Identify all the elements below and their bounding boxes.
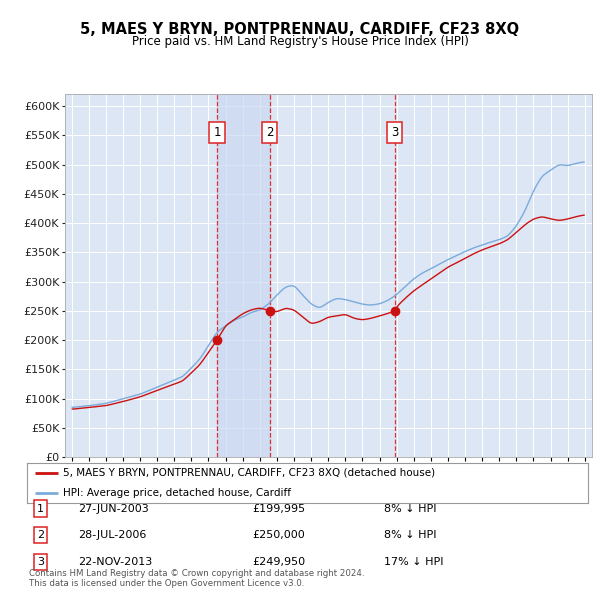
Text: 17% ↓ HPI: 17% ↓ HPI: [384, 557, 443, 566]
Text: 2: 2: [37, 530, 44, 540]
Text: 5, MAES Y BRYN, PONTPRENNAU, CARDIFF, CF23 8XQ: 5, MAES Y BRYN, PONTPRENNAU, CARDIFF, CF…: [80, 22, 520, 37]
Bar: [217, 94, 270, 457]
Text: £199,995: £199,995: [252, 504, 305, 513]
Text: Contains HM Land Registry data © Crown copyright and database right 2024.
This d: Contains HM Land Registry data © Crown c…: [29, 569, 364, 588]
Text: 3: 3: [391, 126, 398, 139]
Text: 22-NOV-2013: 22-NOV-2013: [78, 557, 152, 566]
Text: Price paid vs. HM Land Registry's House Price Index (HPI): Price paid vs. HM Land Registry's House …: [131, 35, 469, 48]
Text: 1: 1: [213, 126, 221, 139]
Text: 2: 2: [266, 126, 274, 139]
Text: HPI: Average price, detached house, Cardiff: HPI: Average price, detached house, Card…: [64, 488, 292, 497]
Text: 28-JUL-2006: 28-JUL-2006: [78, 530, 146, 540]
Text: 8% ↓ HPI: 8% ↓ HPI: [384, 530, 437, 540]
Text: 27-JUN-2003: 27-JUN-2003: [78, 504, 149, 513]
Text: 5, MAES Y BRYN, PONTPRENNAU, CARDIFF, CF23 8XQ (detached house): 5, MAES Y BRYN, PONTPRENNAU, CARDIFF, CF…: [64, 468, 436, 477]
Text: 1: 1: [37, 504, 44, 513]
Text: £250,000: £250,000: [252, 530, 305, 540]
Text: 8% ↓ HPI: 8% ↓ HPI: [384, 504, 437, 513]
Text: 3: 3: [37, 557, 44, 566]
Text: £249,950: £249,950: [252, 557, 305, 566]
